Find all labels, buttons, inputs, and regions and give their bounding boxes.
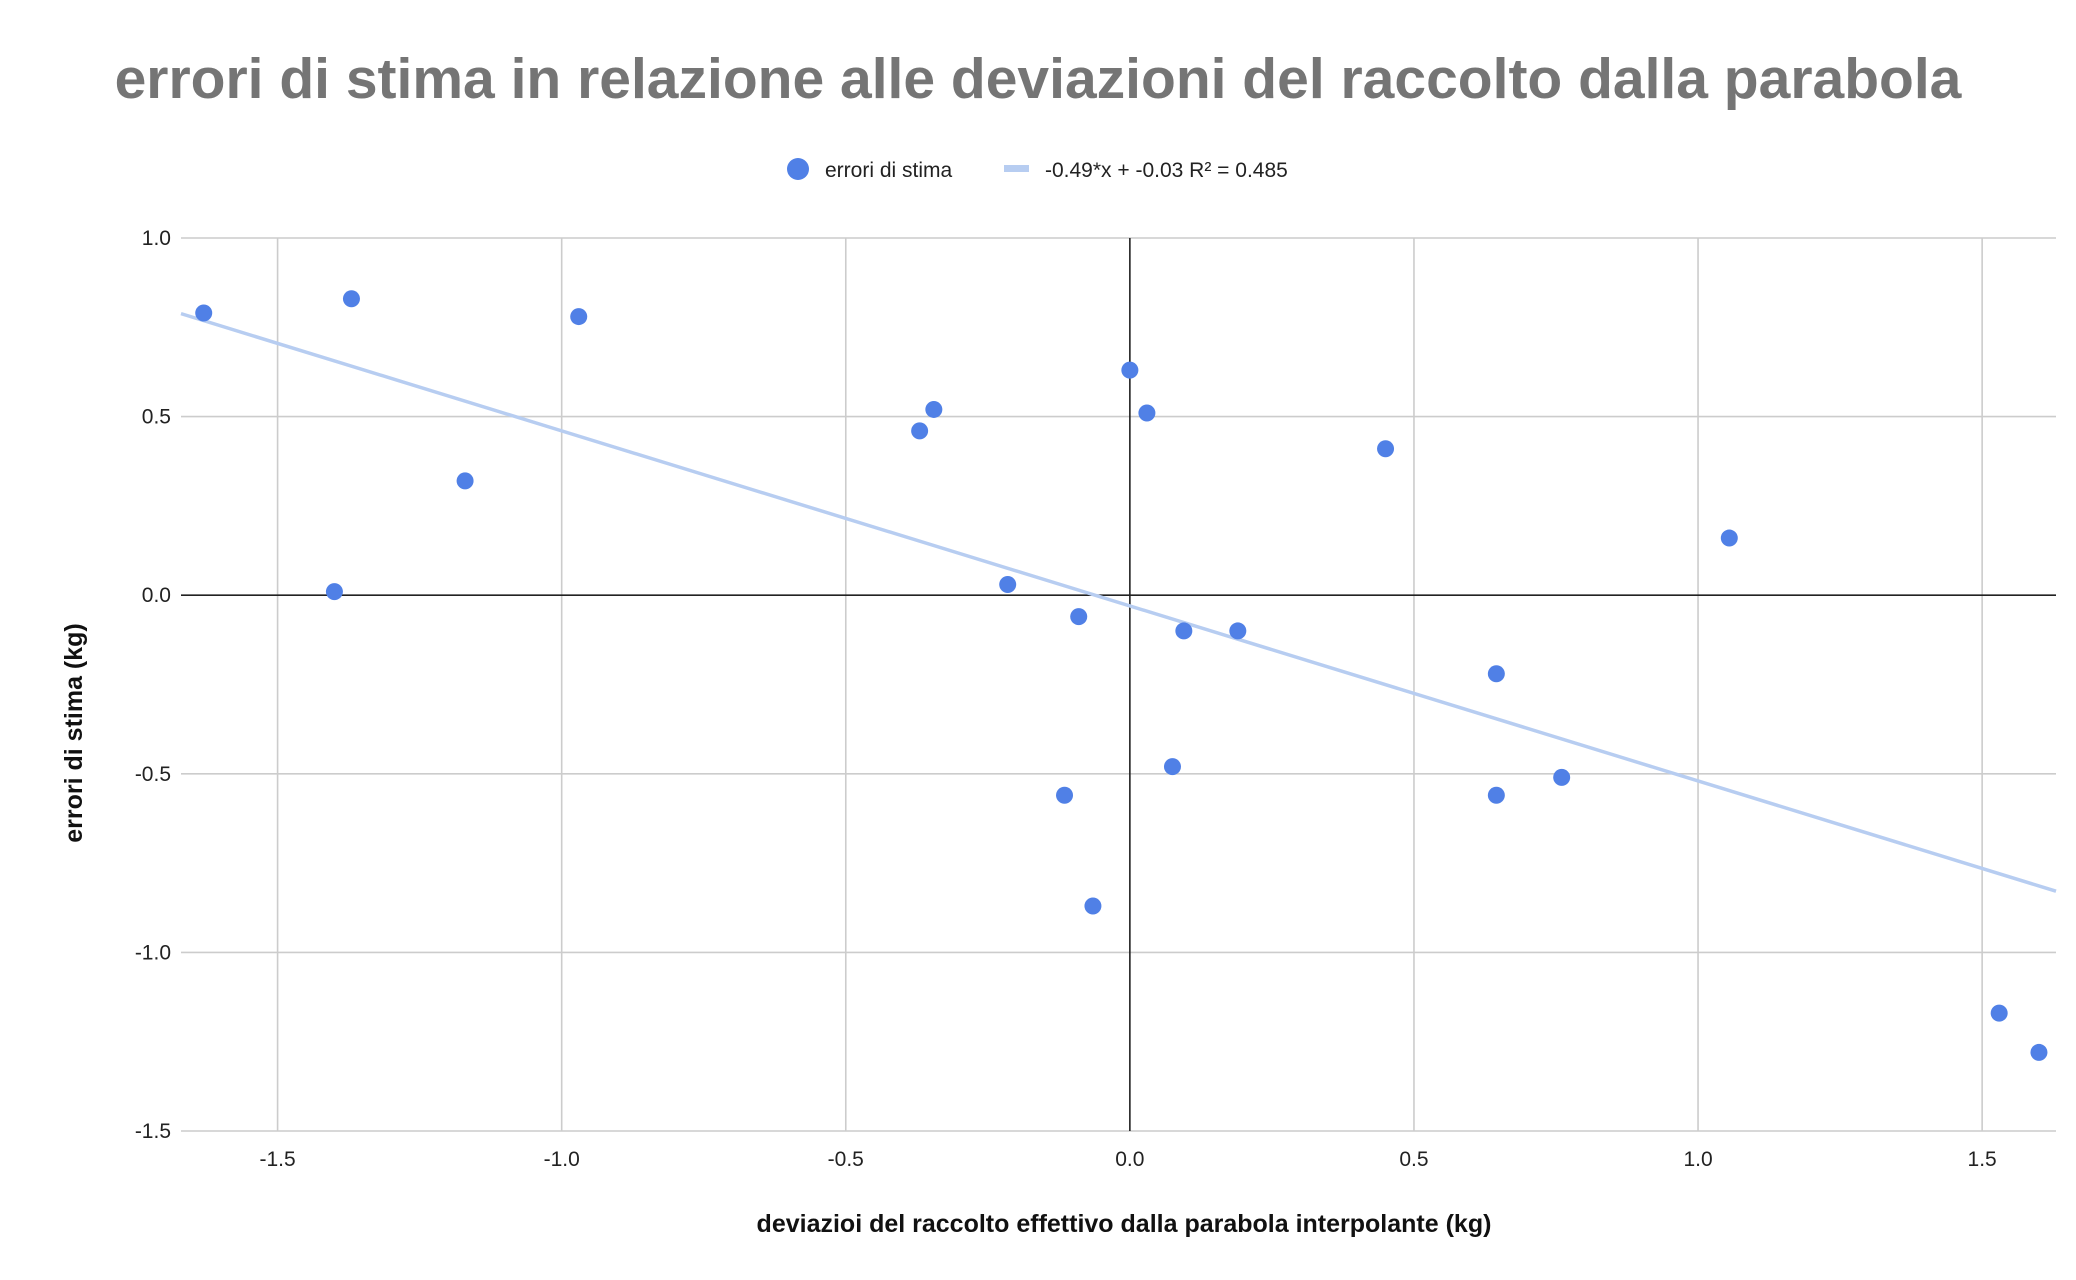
y-tick-label: 1.0 (142, 227, 171, 250)
data-point (1163, 758, 1181, 776)
data-point (1553, 768, 1571, 786)
data-point (456, 472, 474, 490)
data-point (1990, 1004, 2008, 1022)
trendline (180, 311, 2057, 893)
y-axis-label: errori di stima (kg) (60, 623, 88, 843)
data-point (1175, 622, 1193, 640)
legend-label-errori-di-stima: errori di stima (825, 159, 953, 182)
data-points (195, 290, 2048, 1061)
chart-title: errori di stima in relazione alle deviaz… (115, 47, 1963, 111)
data-point (1138, 404, 1156, 422)
y-tick-label: 0.0 (142, 584, 171, 607)
y-tick-label: -0.5 (135, 763, 171, 786)
data-point (325, 583, 343, 601)
data-point (1121, 361, 1139, 379)
legend-marker-errori-di-stima (787, 158, 809, 180)
x-axis-ticks: -1.5 -1.0 -0.5 0.0 0.5 1.0 1.5 (259, 1148, 1996, 1171)
y-tick-label: 0.5 (142, 406, 171, 429)
x-tick-label: -0.5 (828, 1148, 864, 1171)
data-point (999, 575, 1017, 593)
legend-label-trendline: -0.49*x + -0.03 R² = 0.485 (1045, 159, 1288, 182)
legend-marker-trendline (1004, 165, 1029, 172)
data-point (1056, 786, 1074, 804)
x-tick-label: 1.5 (1968, 1148, 1997, 1171)
data-point (1487, 665, 1505, 683)
x-tick-label: -1.5 (259, 1148, 295, 1171)
data-point (342, 290, 360, 308)
data-point (1377, 440, 1395, 458)
legend: errori di stima -0.49*x + -0.03 R² = 0.4… (787, 158, 1288, 182)
data-point (2030, 1043, 2048, 1061)
x-tick-label: 1.0 (1683, 1148, 1712, 1171)
data-point (925, 400, 943, 418)
data-point (1070, 608, 1088, 626)
grid-lines (181, 237, 2056, 1132)
data-point (570, 308, 588, 326)
x-tick-label: 0.0 (1115, 1148, 1144, 1171)
x-tick-label: 0.5 (1399, 1148, 1428, 1171)
x-tick-label: -1.0 (544, 1148, 580, 1171)
data-point (1720, 529, 1738, 547)
x-axis-label: deviazioi del raccolto effettivo dalla p… (757, 1210, 1492, 1238)
y-axis-ticks: 1.0 0.5 0.0 -0.5 -1.0 -1.5 (135, 227, 171, 1143)
data-point (1229, 622, 1247, 640)
data-point (195, 304, 213, 322)
data-point (1487, 786, 1505, 804)
data-point (1084, 897, 1102, 915)
zero-axis-lines (181, 238, 2056, 1131)
y-tick-label: -1.0 (135, 941, 171, 964)
data-point (911, 422, 929, 440)
y-tick-label: -1.5 (135, 1120, 171, 1143)
